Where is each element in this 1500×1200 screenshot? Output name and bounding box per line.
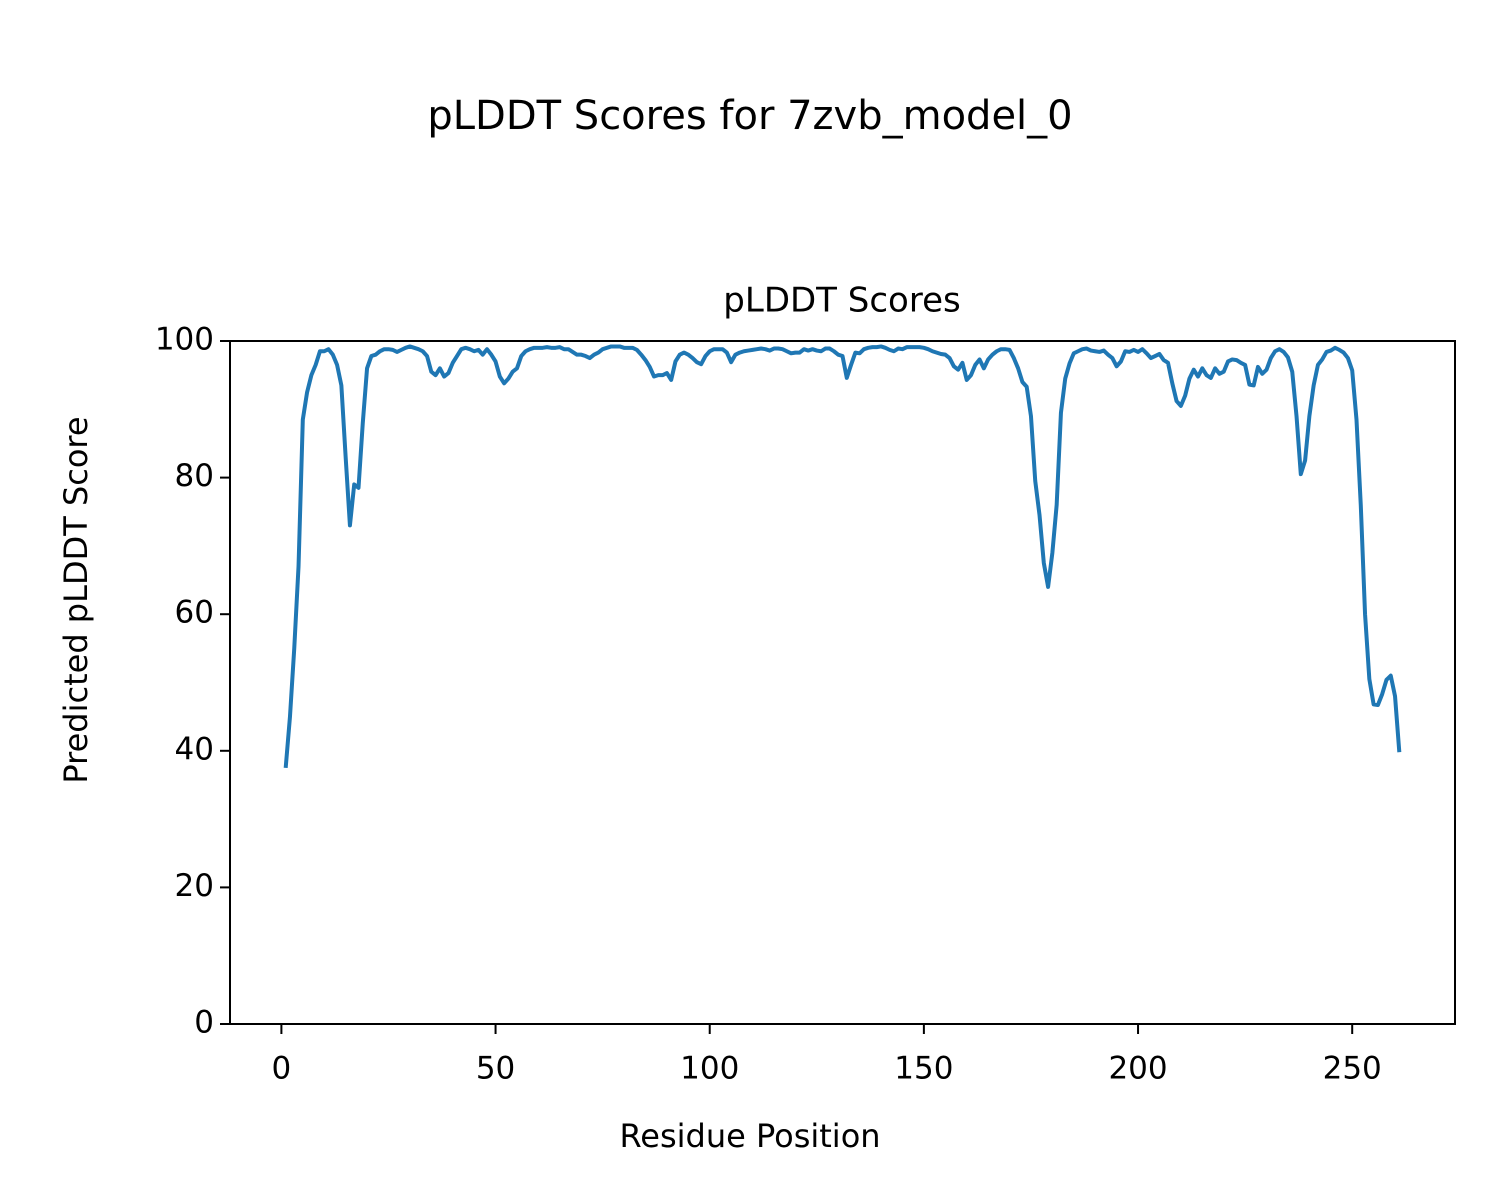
y-tick-label: 40 bbox=[175, 731, 214, 767]
x-tick-label: 50 bbox=[476, 1051, 515, 1087]
x-tick-label: 0 bbox=[272, 1051, 292, 1087]
chart-title: pLDDT Scores for 7zvb_model_0 bbox=[427, 93, 1072, 139]
y-tick-label: 80 bbox=[175, 458, 214, 494]
axes-title: pLDDT Scores bbox=[723, 281, 960, 321]
x-tick-label: 250 bbox=[1323, 1051, 1382, 1087]
data-line bbox=[283, 344, 1402, 769]
y-tick-label: 60 bbox=[175, 595, 214, 631]
y-tick-label: 0 bbox=[194, 1005, 214, 1041]
plot-frame bbox=[229, 340, 1456, 1025]
x-axis-label: Residue Position bbox=[619, 1117, 880, 1155]
y-tick-label: 20 bbox=[175, 868, 214, 904]
x-tick-label: 200 bbox=[1108, 1051, 1167, 1087]
x-tick-label: 150 bbox=[894, 1051, 953, 1087]
y-tick-label: 100 bbox=[155, 322, 214, 358]
x-tick-label: 100 bbox=[680, 1051, 739, 1087]
y-axis-label: Predicted pLDDT Score bbox=[57, 416, 95, 783]
